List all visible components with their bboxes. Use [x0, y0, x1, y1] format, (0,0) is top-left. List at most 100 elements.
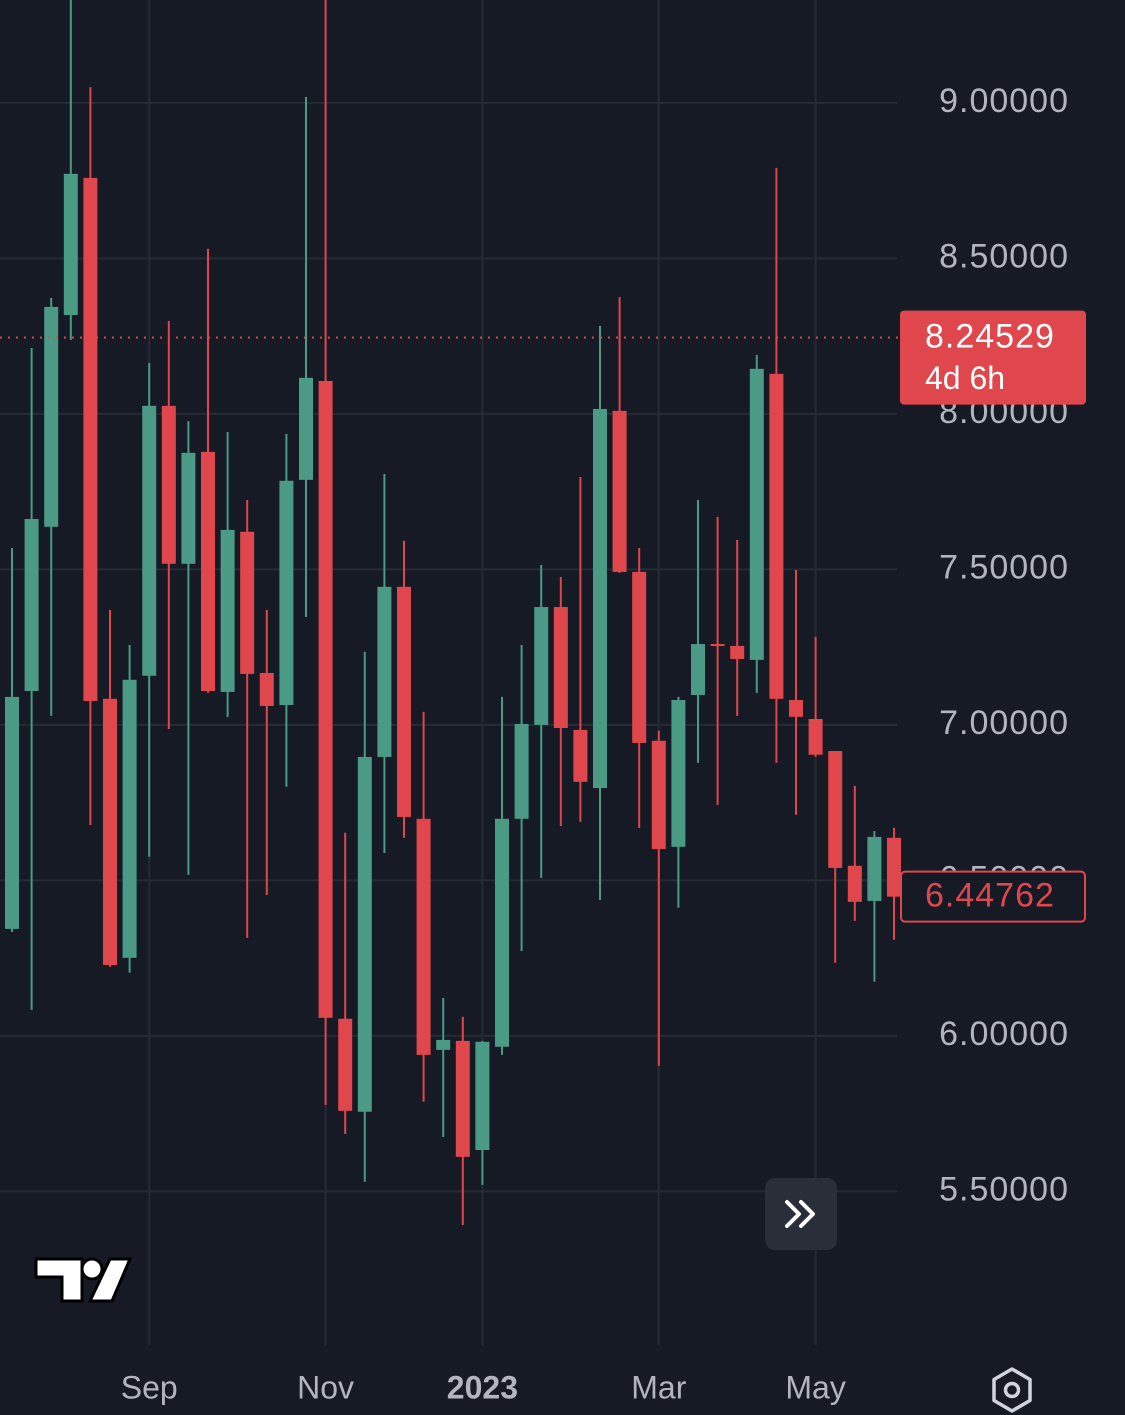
y-tick-label: 6.00000 — [939, 1015, 1069, 1053]
candle — [887, 827, 901, 940]
candle-body — [161, 405, 176, 564]
candle — [142, 362, 157, 857]
candle — [5, 547, 19, 933]
candle — [24, 347, 39, 1010]
candle-body — [612, 410, 627, 572]
candle — [632, 547, 647, 828]
candle — [63, 0, 78, 340]
candle-body — [377, 586, 392, 757]
candle — [651, 730, 666, 1066]
candle — [103, 609, 117, 967]
candle — [416, 711, 431, 1102]
candle-body — [749, 368, 764, 660]
candle-body — [83, 177, 98, 701]
candle-body — [416, 818, 431, 1055]
candle-body — [318, 380, 333, 1018]
candle-body — [357, 756, 372, 1112]
candle — [671, 696, 686, 908]
candle — [357, 651, 372, 1182]
candle-body — [259, 672, 274, 706]
candle — [259, 609, 274, 896]
candle — [240, 500, 255, 938]
candle-body — [279, 480, 294, 705]
candle — [612, 296, 627, 573]
candle-body — [495, 818, 509, 1047]
candle-body — [573, 729, 588, 782]
x-tick-label: Nov — [297, 1369, 354, 1405]
candle-body — [5, 696, 19, 929]
candle-body — [730, 645, 745, 659]
candle-body — [103, 698, 117, 965]
candle — [338, 832, 353, 1134]
candle — [455, 1016, 470, 1225]
candle-body — [553, 607, 568, 729]
y-tick-label: 5.50000 — [939, 1170, 1069, 1208]
candle — [318, 0, 333, 1105]
candle-body — [436, 1039, 451, 1050]
candle-body — [828, 751, 843, 868]
candle-body — [142, 405, 157, 676]
candle — [593, 325, 607, 900]
candles — [5, 0, 901, 1225]
x-tick-label: 2023 — [447, 1369, 518, 1405]
candle — [299, 97, 313, 617]
candle-body — [181, 452, 196, 564]
candle — [828, 751, 843, 963]
candle-body — [122, 679, 137, 958]
candle — [691, 500, 705, 763]
candle — [573, 477, 588, 822]
candle — [789, 570, 803, 815]
candle-body — [632, 571, 647, 743]
candle — [495, 696, 509, 1055]
candle-body — [691, 644, 705, 696]
candle-body — [789, 700, 803, 717]
candle-body — [534, 607, 549, 725]
candle — [44, 297, 59, 716]
price-label-box — [900, 310, 1086, 405]
candle — [769, 167, 784, 763]
candle-body — [514, 723, 529, 819]
price-countdown: 4d 6h — [925, 360, 1005, 396]
candle — [181, 421, 196, 875]
candle-body — [201, 451, 215, 692]
candle — [220, 431, 235, 717]
price-label-box — [900, 870, 1086, 923]
candle-body — [475, 1041, 490, 1151]
candle — [122, 644, 137, 973]
candle-body — [240, 531, 255, 674]
x-tick-label: May — [785, 1369, 845, 1405]
price-label: 6.44762 — [925, 877, 1055, 915]
candle-body — [710, 644, 725, 647]
candle — [83, 87, 98, 826]
labels: 5.500006.000006.500007.000007.500008.000… — [0, 82, 1086, 1405]
candle-body — [338, 1018, 353, 1111]
candle-body — [671, 700, 686, 847]
candle — [749, 354, 764, 693]
scroll-forward-button[interactable] — [765, 1178, 837, 1250]
candle — [553, 576, 568, 826]
settings-button[interactable] — [992, 1367, 1032, 1413]
candle-body — [44, 306, 59, 527]
candle-body — [593, 408, 607, 789]
candle-body — [651, 740, 666, 849]
candle-body — [867, 836, 882, 901]
candle-body — [847, 865, 862, 902]
x-tick-label: Sep — [121, 1369, 178, 1405]
candle — [397, 540, 411, 838]
x-tick-label: Mar — [631, 1369, 686, 1405]
candle-body — [299, 377, 313, 480]
candle — [867, 830, 882, 982]
candle — [847, 785, 862, 921]
candle — [436, 997, 451, 1137]
y-tick-label: 9.00000 — [939, 82, 1069, 120]
candle-body — [769, 373, 784, 699]
price-label: 8.24529 — [925, 318, 1055, 356]
candle-body — [397, 586, 411, 817]
y-tick-label: 8.50000 — [939, 237, 1069, 275]
y-tick-label: 7.00000 — [939, 704, 1069, 742]
candle — [808, 636, 823, 757]
candle-body — [220, 529, 235, 692]
candle — [161, 320, 176, 729]
